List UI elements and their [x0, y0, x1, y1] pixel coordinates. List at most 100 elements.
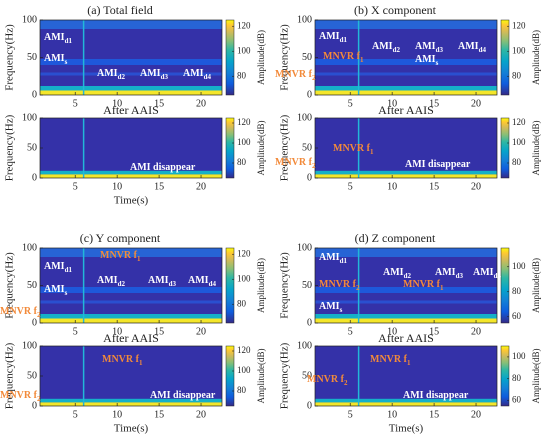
colorbar-tick-label: 120 [512, 117, 526, 127]
annotation-sub: 1 [360, 56, 364, 64]
annotation-sub: 2 [37, 395, 41, 403]
annotation-text: AMI [383, 267, 404, 278]
band [40, 59, 222, 65]
annotation-text: MNVR f [102, 354, 140, 365]
colorbar-tick-label: 80 [237, 157, 247, 167]
colorbar-tick-label: 80 [237, 385, 247, 395]
subplot-title: After AAIS [378, 103, 434, 117]
annotation-text: MNVR f [403, 279, 441, 290]
y-axis-label: Frequency(Hz) [4, 24, 16, 91]
colorbar-tick-label: 100 [512, 351, 526, 361]
annotation: MNVR f1 [370, 354, 411, 366]
x-tick-label: 10 [112, 409, 122, 420]
annotation: AMIs [319, 301, 343, 313]
annotation-text: AMI [44, 284, 65, 295]
annotation-sub: d2 [393, 46, 401, 54]
x-tick-label: 20 [471, 326, 481, 337]
colorbar-tick-label: 100 [512, 261, 526, 271]
annotation-sub: d4 [479, 46, 487, 54]
band [40, 402, 222, 406]
x-tick-label: 15 [154, 409, 164, 420]
annotation-sub: d3 [456, 272, 464, 280]
x-tick-label: 10 [112, 181, 122, 192]
annotation-sub: 2 [312, 162, 316, 170]
x-tick-label: 15 [429, 409, 439, 420]
annotation-text: MNVR f [0, 306, 38, 317]
annotation: MNVR f2 [307, 374, 348, 386]
annotation: AMId2 [383, 267, 411, 279]
annotation-text: AMI [140, 68, 161, 79]
annotation-text: MNVR f [275, 69, 313, 80]
y-tick-label: 50 [302, 52, 312, 63]
subplot-title: After AAIS [103, 331, 159, 345]
x-tick-label: 20 [471, 409, 481, 420]
band [315, 174, 497, 178]
y-tick-label: 50 [302, 280, 312, 291]
annotation-sub: d1 [340, 257, 348, 265]
annotation: AMId4 [188, 275, 216, 287]
annotation: MNVR f2 [319, 279, 360, 291]
annotation-text: MNVR f [333, 143, 371, 154]
annotation: MNVR f1 [323, 51, 364, 63]
annotation-sub: 1 [139, 359, 143, 367]
spectrogram-bg [40, 20, 222, 95]
annotation-text: AMI [188, 275, 209, 286]
annotation-text: AMI [183, 68, 204, 79]
subplot-title: After AAIS [378, 331, 434, 345]
annotation: AMId3 [435, 267, 463, 279]
x-tick-label: 5 [73, 409, 78, 420]
annotation-sub: s [340, 306, 343, 314]
colorbar-tick-label: 120 [237, 20, 251, 30]
annotation-text: MNVR f [0, 390, 38, 401]
y-axis-label: Frequency(Hz) [4, 342, 16, 409]
annotation-text: MNVR f [370, 354, 408, 365]
y-tick-label: 0 [307, 89, 312, 100]
x-tick-label: 15 [154, 98, 164, 109]
colorbar-label: Amplitude(dB) [531, 121, 541, 176]
annotation: AMIs [44, 53, 68, 65]
annotation-text: AMI [319, 252, 340, 263]
annotation: AMId2 [372, 41, 400, 53]
annotation-sub: s [436, 59, 439, 67]
annotation-sub: d2 [404, 272, 412, 280]
colorbar-tick-label: 120 [237, 345, 251, 355]
annotation: AMIs [44, 284, 68, 296]
y-tick-label: 0 [32, 400, 37, 411]
annotation-sub: 2 [312, 74, 316, 82]
colorbar-tick-label: 100 [512, 137, 526, 147]
annotation-text: AMI [473, 267, 494, 278]
band [40, 398, 222, 403]
annotation: AMId2 [97, 275, 125, 287]
annotation-sub: d3 [436, 46, 444, 54]
colorbar-label: Amplitude(dB) [256, 349, 266, 404]
y-tick-label: 100 [297, 112, 312, 123]
annotation: AMId4 [473, 267, 501, 279]
annotation-sub: d4 [494, 272, 502, 280]
band [315, 20, 497, 29]
colorbar-label: Amplitude(dB) [531, 258, 541, 313]
annotation: MNVR f1 [102, 354, 143, 366]
y-tick-label: 0 [307, 317, 312, 328]
y-tick-label: 0 [32, 172, 37, 183]
colorbar-label: Amplitude(dB) [256, 121, 266, 176]
annotation: AMId1 [44, 261, 72, 273]
x-axis-label: Time(s) [114, 195, 149, 207]
annotation-sub: d2 [118, 73, 126, 81]
annotation-sub: 1 [137, 255, 141, 263]
x-axis-label: Time(s) [114, 423, 149, 435]
y-axis-label: Frequency(Hz) [4, 252, 16, 319]
colorbar-tick-label: 120 [237, 248, 251, 258]
x-tick-label: 20 [196, 181, 206, 192]
y-axis-label: Frequency(Hz) [4, 114, 16, 181]
colorbar [225, 19, 235, 96]
annotation-text: AMI [415, 54, 436, 65]
y-tick-label: 50 [27, 52, 37, 63]
band [40, 20, 222, 29]
x-tick-label: 5 [348, 409, 353, 420]
colorbar-tick-label: 100 [512, 45, 526, 55]
band [315, 287, 497, 293]
subplot-title: After AAIS [103, 103, 159, 117]
spectrogram-bg [315, 118, 497, 178]
y-tick-label: 50 [27, 370, 37, 381]
